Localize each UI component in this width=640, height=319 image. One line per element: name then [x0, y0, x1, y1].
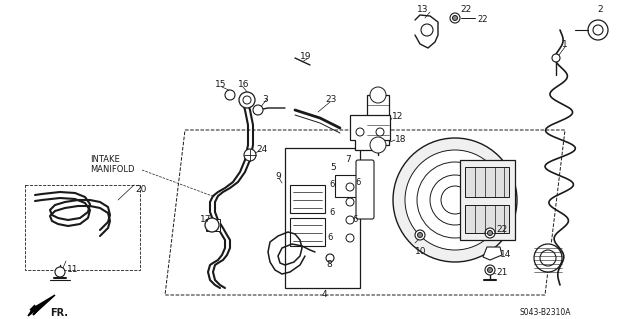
Circle shape	[356, 128, 364, 136]
Text: 17: 17	[200, 215, 211, 224]
Text: 22: 22	[460, 5, 471, 14]
Text: 22: 22	[477, 15, 488, 24]
Circle shape	[253, 105, 263, 115]
Text: 13: 13	[417, 5, 429, 14]
Bar	[367, 95, 389, 145]
Circle shape	[205, 218, 219, 232]
Circle shape	[243, 96, 251, 104]
Text: 6: 6	[329, 180, 334, 189]
Text: 1: 1	[562, 40, 568, 49]
Bar	[290, 218, 325, 246]
Circle shape	[588, 20, 608, 40]
Circle shape	[405, 150, 505, 250]
Text: 5: 5	[330, 163, 336, 172]
Circle shape	[346, 234, 354, 242]
Text: 11: 11	[67, 265, 79, 274]
Circle shape	[55, 267, 65, 277]
Circle shape	[485, 265, 495, 275]
Circle shape	[346, 216, 354, 224]
Text: 2: 2	[597, 5, 603, 14]
Circle shape	[485, 228, 495, 238]
Circle shape	[488, 231, 493, 235]
Circle shape	[552, 54, 560, 62]
Text: 7: 7	[345, 155, 351, 164]
Circle shape	[450, 13, 460, 23]
Circle shape	[225, 90, 235, 100]
Text: 9: 9	[275, 172, 281, 181]
Circle shape	[488, 268, 493, 272]
Circle shape	[415, 230, 425, 240]
Polygon shape	[483, 247, 502, 260]
Text: 16: 16	[238, 80, 250, 89]
Circle shape	[326, 254, 334, 262]
Text: INTAKE
MANIFOLD: INTAKE MANIFOLD	[90, 155, 134, 174]
Circle shape	[593, 25, 603, 35]
Text: 23: 23	[325, 95, 337, 104]
Bar	[285, 148, 360, 288]
Text: S043-B2310A: S043-B2310A	[520, 308, 572, 317]
Text: 6: 6	[355, 178, 360, 187]
Text: 18: 18	[395, 135, 406, 144]
Text: 6: 6	[327, 233, 332, 242]
Text: 8: 8	[326, 260, 332, 269]
Circle shape	[430, 175, 480, 225]
Circle shape	[417, 233, 422, 238]
Text: 20: 20	[135, 185, 147, 194]
Text: 14: 14	[500, 250, 511, 259]
Bar	[25, 185, 140, 270]
Text: 21: 21	[496, 268, 508, 277]
Text: 6: 6	[352, 215, 357, 224]
Circle shape	[441, 186, 469, 214]
Polygon shape	[350, 115, 390, 150]
Text: 24: 24	[256, 145, 268, 154]
Bar	[290, 185, 325, 213]
Bar	[335, 175, 365, 197]
Text: 3: 3	[262, 95, 268, 104]
Text: 15: 15	[215, 80, 227, 89]
Circle shape	[239, 92, 255, 108]
Circle shape	[244, 149, 256, 161]
Circle shape	[370, 137, 386, 153]
Circle shape	[346, 198, 354, 206]
Text: 6: 6	[329, 208, 334, 217]
Bar	[460, 160, 515, 240]
Circle shape	[452, 16, 458, 20]
Circle shape	[421, 24, 433, 36]
Circle shape	[346, 183, 354, 191]
Circle shape	[376, 128, 384, 136]
Circle shape	[540, 250, 556, 266]
Circle shape	[417, 162, 493, 238]
Circle shape	[393, 138, 517, 262]
FancyBboxPatch shape	[356, 160, 374, 219]
Text: 10: 10	[415, 247, 426, 256]
Text: 4: 4	[322, 290, 328, 299]
Bar	[465, 167, 509, 197]
Bar	[465, 205, 509, 233]
Text: 22: 22	[496, 225, 508, 234]
Text: FR.: FR.	[50, 308, 68, 318]
Polygon shape	[28, 295, 55, 316]
Bar	[206, 219, 220, 231]
Text: 12: 12	[392, 112, 403, 121]
Text: 19: 19	[300, 52, 312, 61]
Circle shape	[370, 87, 386, 103]
Circle shape	[534, 244, 562, 272]
